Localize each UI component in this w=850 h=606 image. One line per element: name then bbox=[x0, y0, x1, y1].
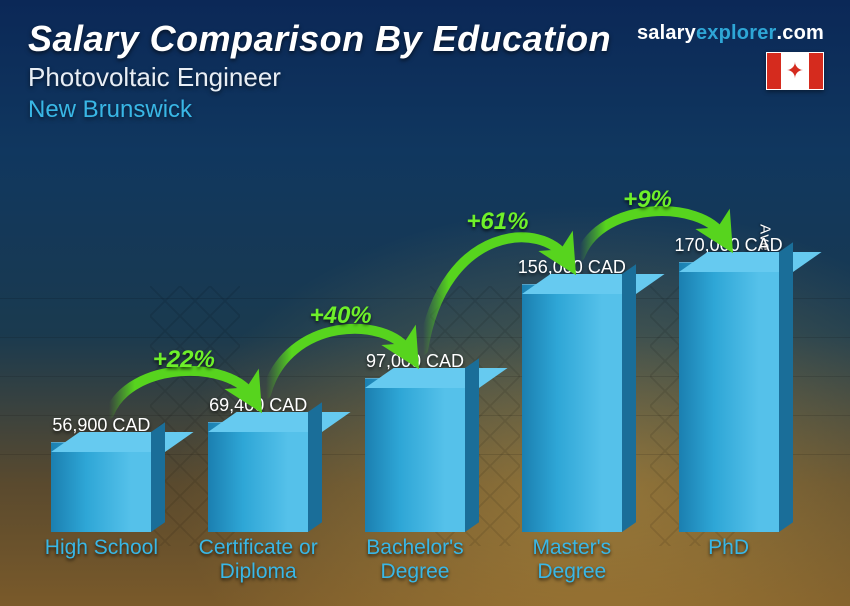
x-label: Bachelor's Degree bbox=[350, 536, 481, 590]
bar-2: 97,000 CAD bbox=[350, 351, 481, 532]
maple-leaf-icon: ✦ bbox=[786, 60, 804, 82]
x-label: Certificate or Diploma bbox=[193, 536, 324, 590]
brand-prefix: salary bbox=[637, 22, 696, 44]
x-label: Master's Degree bbox=[506, 536, 637, 590]
brand-suffix: .com bbox=[777, 22, 824, 44]
bar-1: 69,400 CAD bbox=[193, 395, 324, 532]
bar-front-face bbox=[51, 442, 151, 532]
page-title: Salary Comparison By Education bbox=[28, 18, 611, 60]
bar-side-face bbox=[465, 358, 479, 532]
bar-front-face bbox=[679, 262, 779, 532]
brand-watermark: salaryexplorer.com bbox=[637, 22, 824, 45]
brand-accent: explorer bbox=[696, 22, 777, 44]
bar-body bbox=[679, 262, 779, 532]
region-label: New Brunswick bbox=[28, 96, 192, 124]
bar-front-face bbox=[365, 378, 465, 532]
infographic-canvas: Salary Comparison By Education Photovolt… bbox=[0, 0, 850, 606]
page-subtitle: Photovoltaic Engineer bbox=[28, 62, 281, 93]
bar-side-face bbox=[779, 242, 793, 532]
bar-body bbox=[522, 284, 622, 532]
bar-chart: 56,900 CAD69,400 CAD97,000 CAD156,000 CA… bbox=[30, 130, 800, 590]
flag-canada-icon: ✦ bbox=[766, 52, 824, 90]
x-labels-container: High School Certificate or Diploma Bachelo… bbox=[30, 536, 800, 590]
bar-front-face bbox=[208, 422, 308, 532]
bar-front-face bbox=[522, 284, 622, 532]
bars-container: 56,900 CAD69,400 CAD97,000 CAD156,000 CA… bbox=[30, 130, 800, 532]
bar-body bbox=[51, 442, 151, 532]
bar-3: 156,000 CAD bbox=[506, 257, 637, 532]
bar-body bbox=[208, 422, 308, 532]
bar-side-face bbox=[151, 422, 165, 532]
bar-side-face bbox=[622, 264, 636, 532]
bar-4: 170,000 CAD bbox=[663, 235, 794, 532]
bar-0: 56,900 CAD bbox=[36, 415, 167, 532]
bar-side-face bbox=[308, 402, 322, 532]
bar-body bbox=[365, 378, 465, 532]
x-label: PhD bbox=[663, 536, 794, 590]
x-label: High School bbox=[36, 536, 167, 590]
